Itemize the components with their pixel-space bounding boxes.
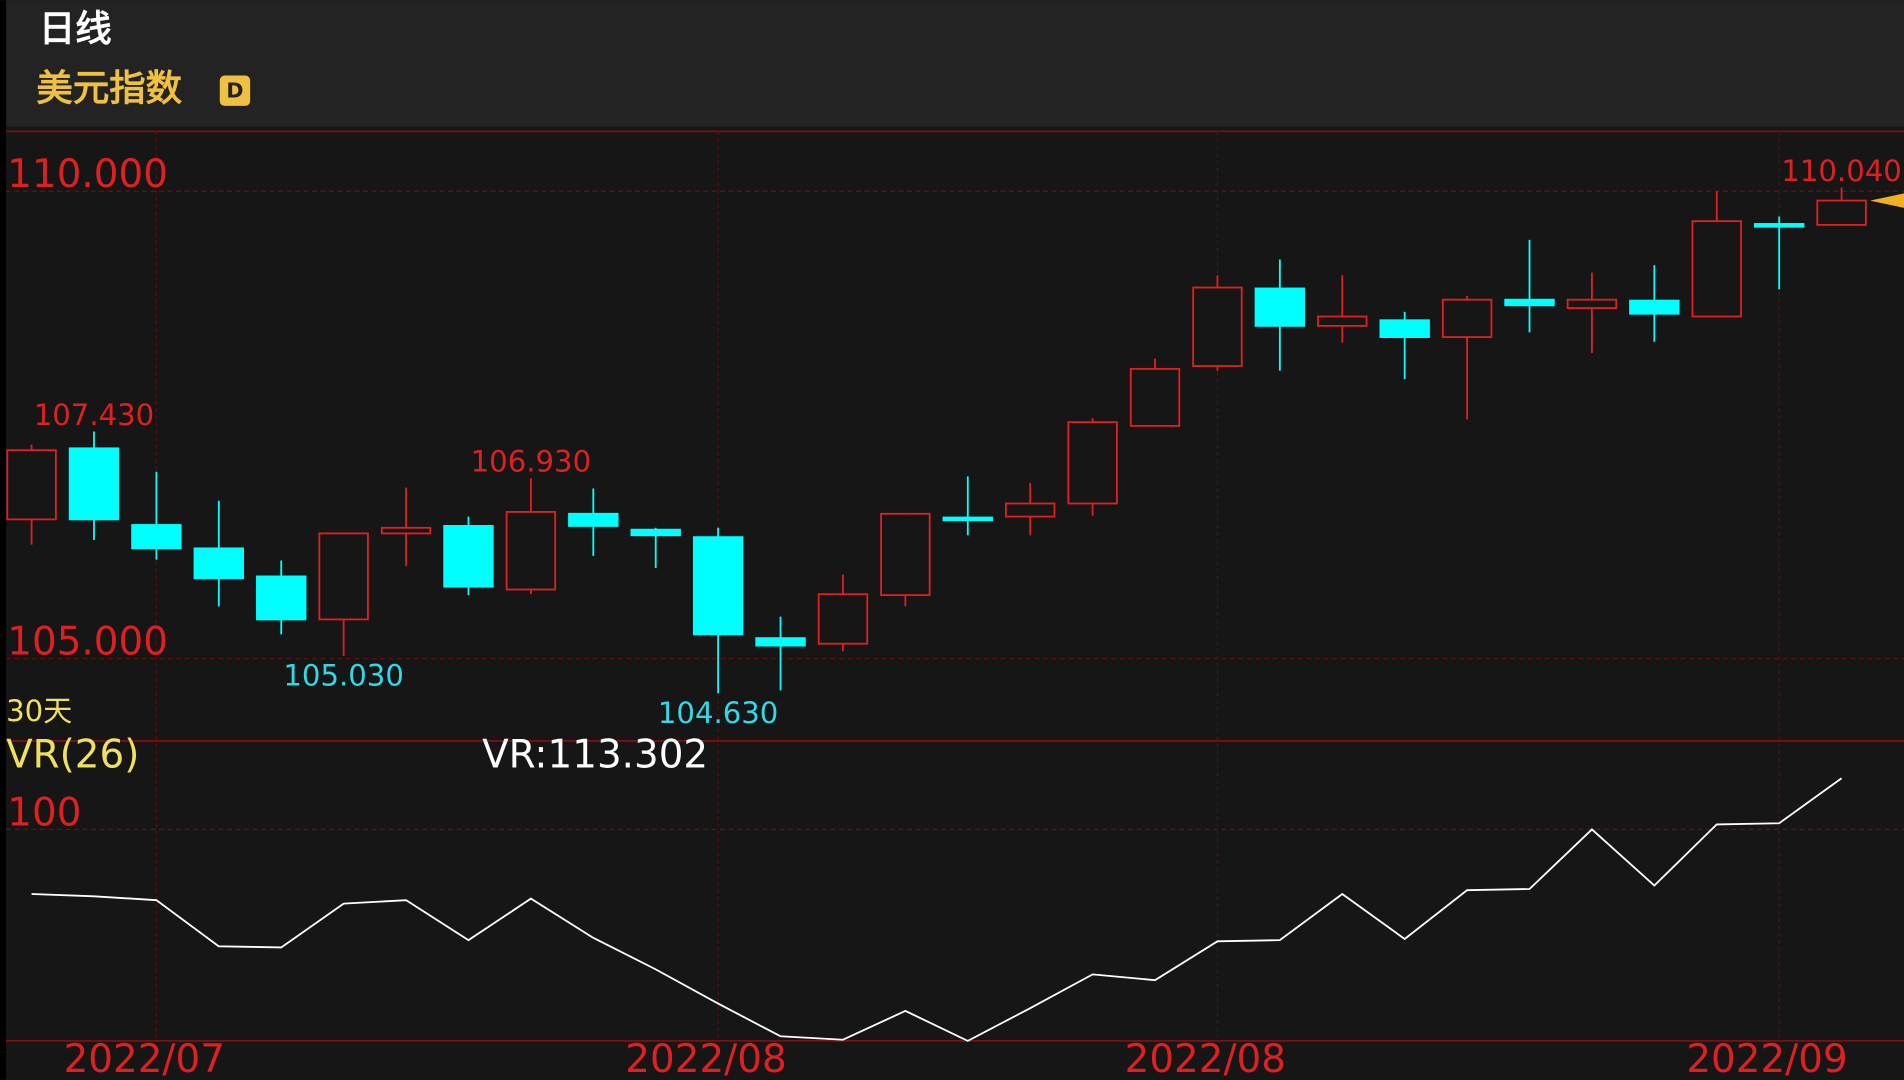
- x-tick-label: 2022/08: [625, 1037, 786, 1080]
- candle-body: [443, 525, 494, 588]
- candle-body: [1629, 299, 1680, 315]
- candle-body: [505, 510, 557, 591]
- y-tick-label: 100: [7, 790, 81, 835]
- candle-body: [318, 532, 369, 621]
- badge: D: [226, 78, 243, 102]
- candle-body: [1753, 223, 1805, 228]
- value-label: VR:113.302: [482, 732, 708, 777]
- high-label: 107.430: [34, 398, 154, 432]
- period: 日线: [39, 7, 112, 50]
- vr-line: [31, 777, 1843, 1042]
- low-label: 104.630: [658, 696, 778, 730]
- candle-body: [1441, 298, 1493, 338]
- candle-body: [131, 524, 182, 550]
- candle-body: [1067, 421, 1118, 505]
- legend-label: VR(26): [6, 732, 139, 777]
- candle-body: [1691, 220, 1742, 318]
- x-tick-label: 2022/08: [1125, 1037, 1286, 1080]
- candle-body: [68, 447, 120, 521]
- candle-body: [630, 528, 681, 537]
- candle-body: [256, 575, 307, 621]
- period-label: 30天: [6, 694, 72, 728]
- y-tick-label: 105.000: [7, 620, 168, 665]
- high-label: 110.040: [1781, 154, 1901, 188]
- high-label: 106.930: [471, 445, 591, 479]
- candle-body: [1192, 286, 1243, 367]
- x-tick-label: 2022/07: [64, 1037, 225, 1080]
- candle-body: [1504, 298, 1555, 307]
- x-tick-label: 2022/09: [1686, 1037, 1847, 1080]
- candle-body: [755, 637, 806, 647]
- candle-body: [1005, 502, 1056, 518]
- candle-body: [380, 526, 432, 535]
- candle-body: [1379, 319, 1430, 338]
- candle-body: [6, 449, 57, 521]
- candle-body: [1566, 298, 1618, 310]
- low-label: 105.030: [283, 659, 403, 693]
- candle-body: [193, 547, 245, 580]
- candle-body: [568, 512, 619, 527]
- candle-body: [1129, 367, 1181, 427]
- header-bg: [0, 0, 1904, 127]
- candle-body: [692, 536, 744, 636]
- badge-bg: [219, 75, 251, 106]
- candle-body: [1317, 315, 1368, 327]
- candle-body: [880, 512, 931, 597]
- y-tick-label: 110.000: [7, 152, 168, 197]
- candle-body: [817, 593, 869, 645]
- candle-body: [1816, 199, 1867, 226]
- left-edge: [0, 0, 7, 1080]
- instrument-name: 美元指数: [36, 67, 182, 110]
- candle-body: [1254, 287, 1306, 327]
- last-price-marker: [1870, 193, 1904, 208]
- candle-body: [942, 516, 993, 522]
